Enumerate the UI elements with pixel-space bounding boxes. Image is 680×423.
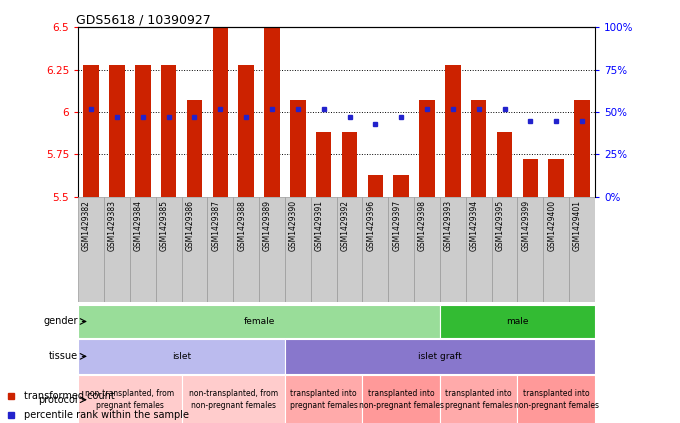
Text: islet: islet	[172, 352, 191, 361]
Bar	[182, 197, 207, 302]
Text: GSM1429399: GSM1429399	[522, 200, 530, 251]
Text: transplanted into
non-pregnant females: transplanted into non-pregnant females	[359, 389, 443, 410]
Bar	[290, 100, 305, 197]
Text: GSM1429391: GSM1429391	[315, 200, 324, 251]
Text: GSM1429401: GSM1429401	[573, 200, 582, 251]
Bar	[285, 375, 362, 423]
Bar	[135, 65, 150, 197]
Bar	[109, 65, 124, 197]
Text: GSM1429388: GSM1429388	[237, 200, 246, 251]
Bar	[440, 375, 517, 423]
Text: percentile rank within the sample: percentile rank within the sample	[24, 409, 188, 420]
Bar	[362, 375, 440, 423]
Text: GSM1429383: GSM1429383	[108, 200, 117, 251]
Bar	[213, 27, 228, 197]
Text: GSM1429384: GSM1429384	[134, 200, 143, 251]
Bar	[233, 197, 259, 302]
Bar	[440, 305, 595, 338]
Bar	[388, 197, 414, 302]
Text: GSM1429394: GSM1429394	[470, 200, 479, 251]
Bar	[342, 132, 357, 197]
Bar	[549, 159, 564, 197]
Text: GSM1429389: GSM1429389	[263, 200, 272, 251]
Bar	[497, 132, 512, 197]
Text: GSM1429382: GSM1429382	[82, 200, 91, 251]
Bar	[285, 339, 595, 374]
Bar	[362, 197, 388, 302]
Bar	[78, 375, 182, 423]
Text: GSM1429398: GSM1429398	[418, 200, 427, 251]
Text: GSM1429385: GSM1429385	[160, 200, 169, 251]
Text: GSM1429392: GSM1429392	[341, 200, 350, 251]
Text: transplanted into
non-pregnant females: transplanted into non-pregnant females	[514, 389, 598, 410]
Bar	[187, 100, 202, 197]
Bar	[104, 197, 130, 302]
Bar	[285, 197, 311, 302]
Bar	[368, 175, 383, 197]
Text: GSM1429400: GSM1429400	[547, 200, 556, 251]
Bar	[523, 159, 538, 197]
Text: transplanted into
pregnant females: transplanted into pregnant females	[290, 389, 358, 410]
Text: transplanted into
pregnant females: transplanted into pregnant females	[445, 389, 513, 410]
Bar	[239, 65, 254, 197]
Text: GSM1429395: GSM1429395	[496, 200, 505, 251]
Bar	[161, 65, 176, 197]
Bar	[259, 197, 285, 302]
Text: islet graft: islet graft	[418, 352, 462, 361]
Text: male: male	[506, 317, 529, 326]
Bar	[311, 197, 337, 302]
Bar	[569, 197, 595, 302]
Text: GSM1429386: GSM1429386	[186, 200, 194, 251]
Bar	[78, 305, 440, 338]
Text: GSM1429397: GSM1429397	[392, 200, 401, 251]
Bar	[517, 375, 595, 423]
Bar	[316, 132, 331, 197]
Bar	[466, 197, 492, 302]
Text: gender: gender	[44, 316, 78, 327]
Bar	[130, 197, 156, 302]
Text: GDS5618 / 10390927: GDS5618 / 10390927	[75, 14, 210, 26]
Bar	[440, 197, 466, 302]
Text: GSM1429390: GSM1429390	[289, 200, 298, 251]
Bar	[575, 100, 590, 197]
Bar	[78, 339, 285, 374]
Bar	[445, 65, 460, 197]
Text: GSM1429393: GSM1429393	[444, 200, 453, 251]
Bar	[337, 197, 362, 302]
Bar	[414, 197, 440, 302]
Text: non-transplanted, from
non-pregnant females: non-transplanted, from non-pregnant fema…	[188, 389, 278, 410]
Text: female: female	[243, 317, 275, 326]
Text: protocol: protocol	[39, 395, 78, 405]
Bar	[543, 197, 569, 302]
Bar	[420, 100, 435, 197]
Text: GSM1429387: GSM1429387	[211, 200, 220, 251]
Text: GSM1429396: GSM1429396	[367, 200, 375, 251]
Bar	[471, 100, 486, 197]
Bar	[517, 197, 543, 302]
Bar	[156, 197, 182, 302]
Text: transformed count: transformed count	[24, 390, 114, 401]
Bar	[265, 27, 279, 197]
Bar	[394, 175, 409, 197]
Text: non-transplanted, from
pregnant females: non-transplanted, from pregnant females	[85, 389, 175, 410]
Bar	[78, 197, 104, 302]
Bar	[84, 65, 99, 197]
Bar	[207, 197, 233, 302]
Bar	[492, 197, 517, 302]
Bar	[182, 375, 285, 423]
Text: tissue: tissue	[49, 352, 78, 361]
